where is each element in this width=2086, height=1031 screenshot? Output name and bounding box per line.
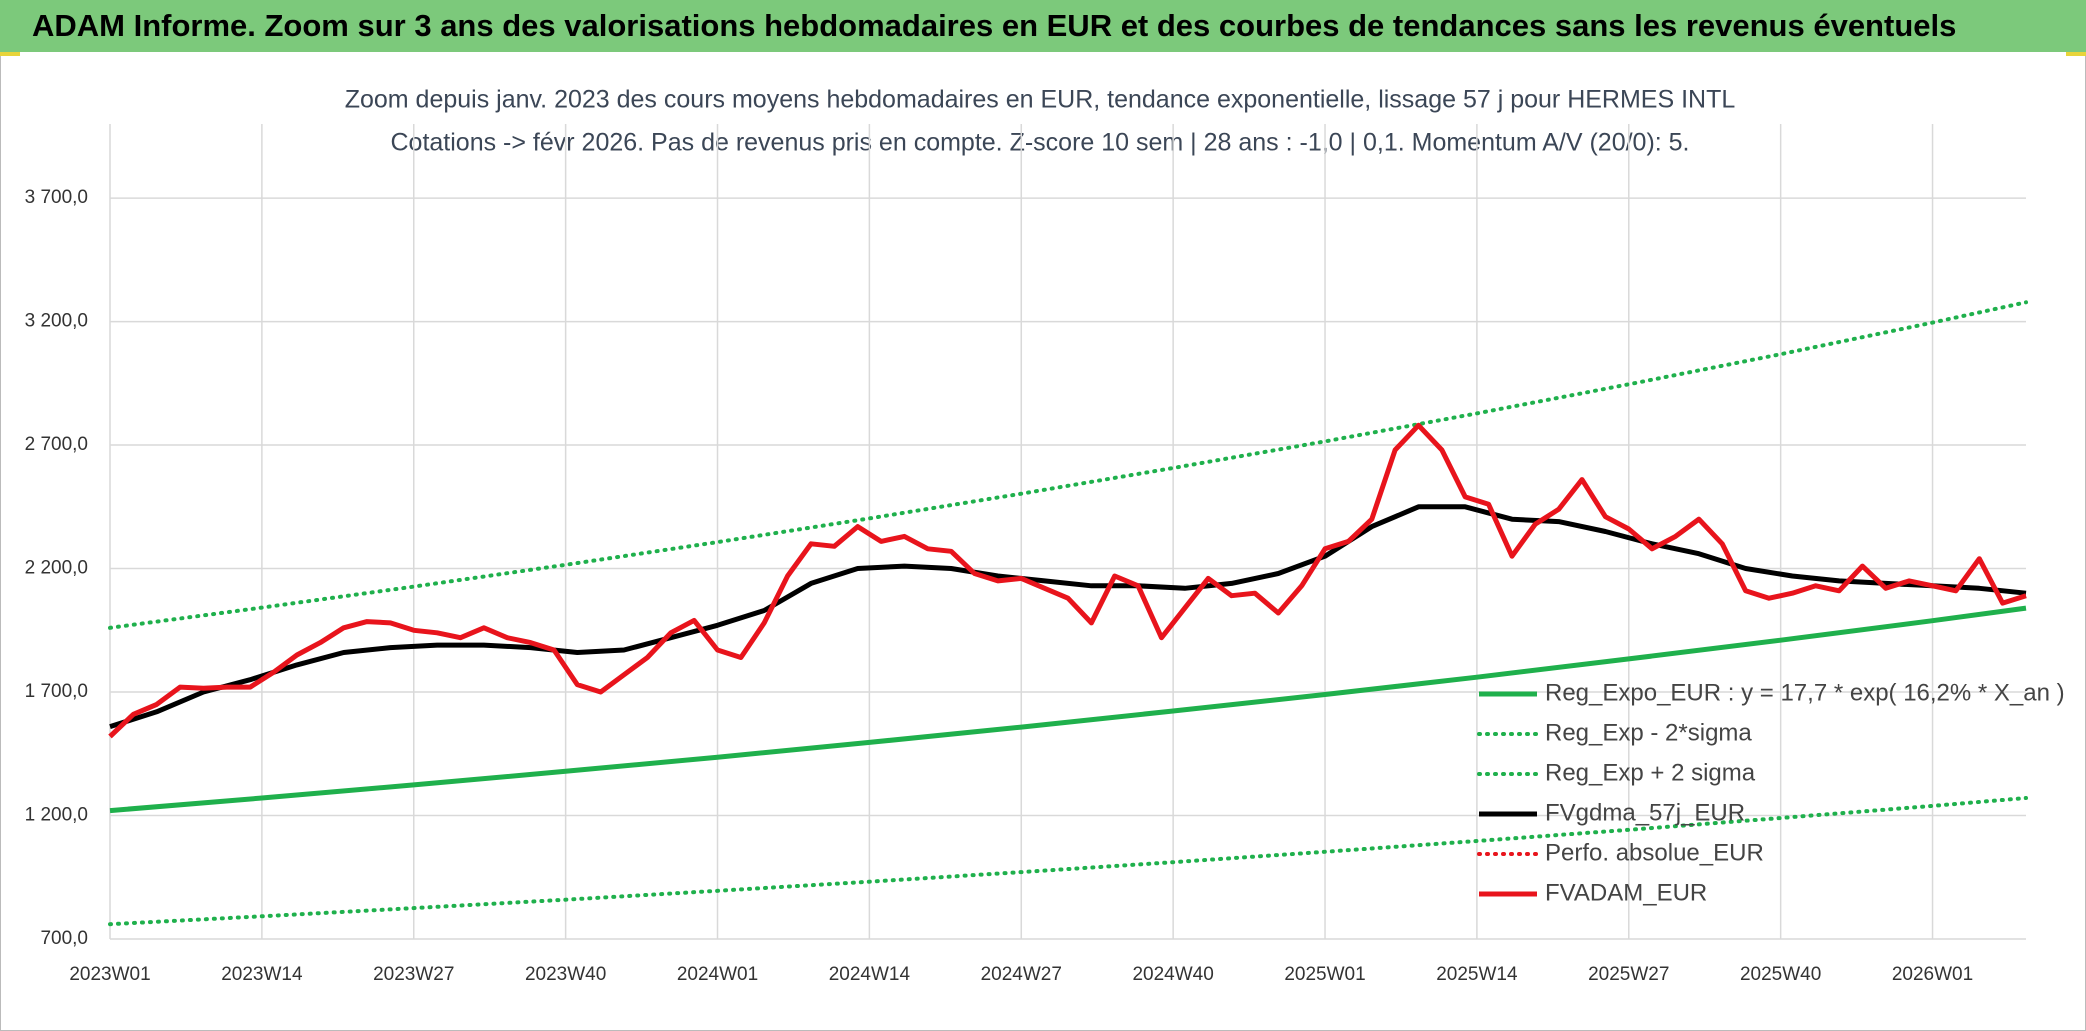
x-tick-label: 2023W14 bbox=[221, 964, 303, 985]
series-line bbox=[108, 422, 2027, 739]
series-line bbox=[108, 796, 2028, 927]
y-tick-label: 3 200,0 bbox=[25, 311, 88, 332]
x-tick-label: 2025W01 bbox=[1284, 964, 1365, 985]
series-line bbox=[108, 300, 2028, 630]
header-bar bbox=[0, 0, 2086, 52]
header-title: ADAM Informe. Zoom sur 3 ans des valoris… bbox=[32, 8, 1956, 43]
y-tick-label: 700,0 bbox=[40, 928, 88, 949]
x-tick-label: 2024W27 bbox=[981, 964, 1062, 985]
chart-title: Zoom depuis janv. 2023 des cours moyens … bbox=[345, 86, 1736, 114]
chart-subtitle: Cotations -> févr 2026. Pas de revenus p… bbox=[390, 129, 1689, 157]
y-tick-label: 1 200,0 bbox=[25, 805, 88, 826]
legend-label: FVADAM_EUR bbox=[1545, 879, 1707, 906]
x-tick-label: 2023W40 bbox=[525, 964, 606, 985]
x-tick-label: 2024W40 bbox=[1132, 964, 1213, 985]
y-tick-label: 3 700,0 bbox=[25, 187, 88, 208]
x-tick-label: 2025W40 bbox=[1740, 964, 1821, 985]
x-tick-label: 2025W14 bbox=[1436, 964, 1518, 985]
legend-label: FVgdma_57j_EUR bbox=[1545, 799, 1745, 826]
x-tick-label: 2024W14 bbox=[829, 964, 911, 985]
x-tick-label: 2023W27 bbox=[373, 964, 454, 985]
x-tick-label: 2023W01 bbox=[69, 964, 150, 985]
header-corner bbox=[0, 52, 20, 56]
y-tick-label: 1 700,0 bbox=[25, 681, 88, 702]
x-tick-label: 2026W01 bbox=[1892, 964, 1973, 985]
legend-label: Reg_Exp + 2 sigma bbox=[1545, 759, 1756, 786]
series-line bbox=[109, 504, 2027, 729]
x-tick-label: 2024W01 bbox=[677, 964, 758, 985]
y-tick-label: 2 700,0 bbox=[25, 434, 88, 455]
legend-label: Reg_Expo_EUR : y = 17,7 * exp( 16,2% * X… bbox=[1545, 679, 2065, 706]
series-line bbox=[109, 605, 2027, 814]
y-tick-label: 2 200,0 bbox=[25, 558, 88, 579]
x-tick-label: 2025W27 bbox=[1588, 964, 1669, 985]
header-corner bbox=[2066, 52, 2086, 56]
legend-label: Reg_Exp - 2*sigma bbox=[1545, 719, 1752, 746]
legend-label: Perfo. absolue_EUR bbox=[1545, 839, 1764, 866]
